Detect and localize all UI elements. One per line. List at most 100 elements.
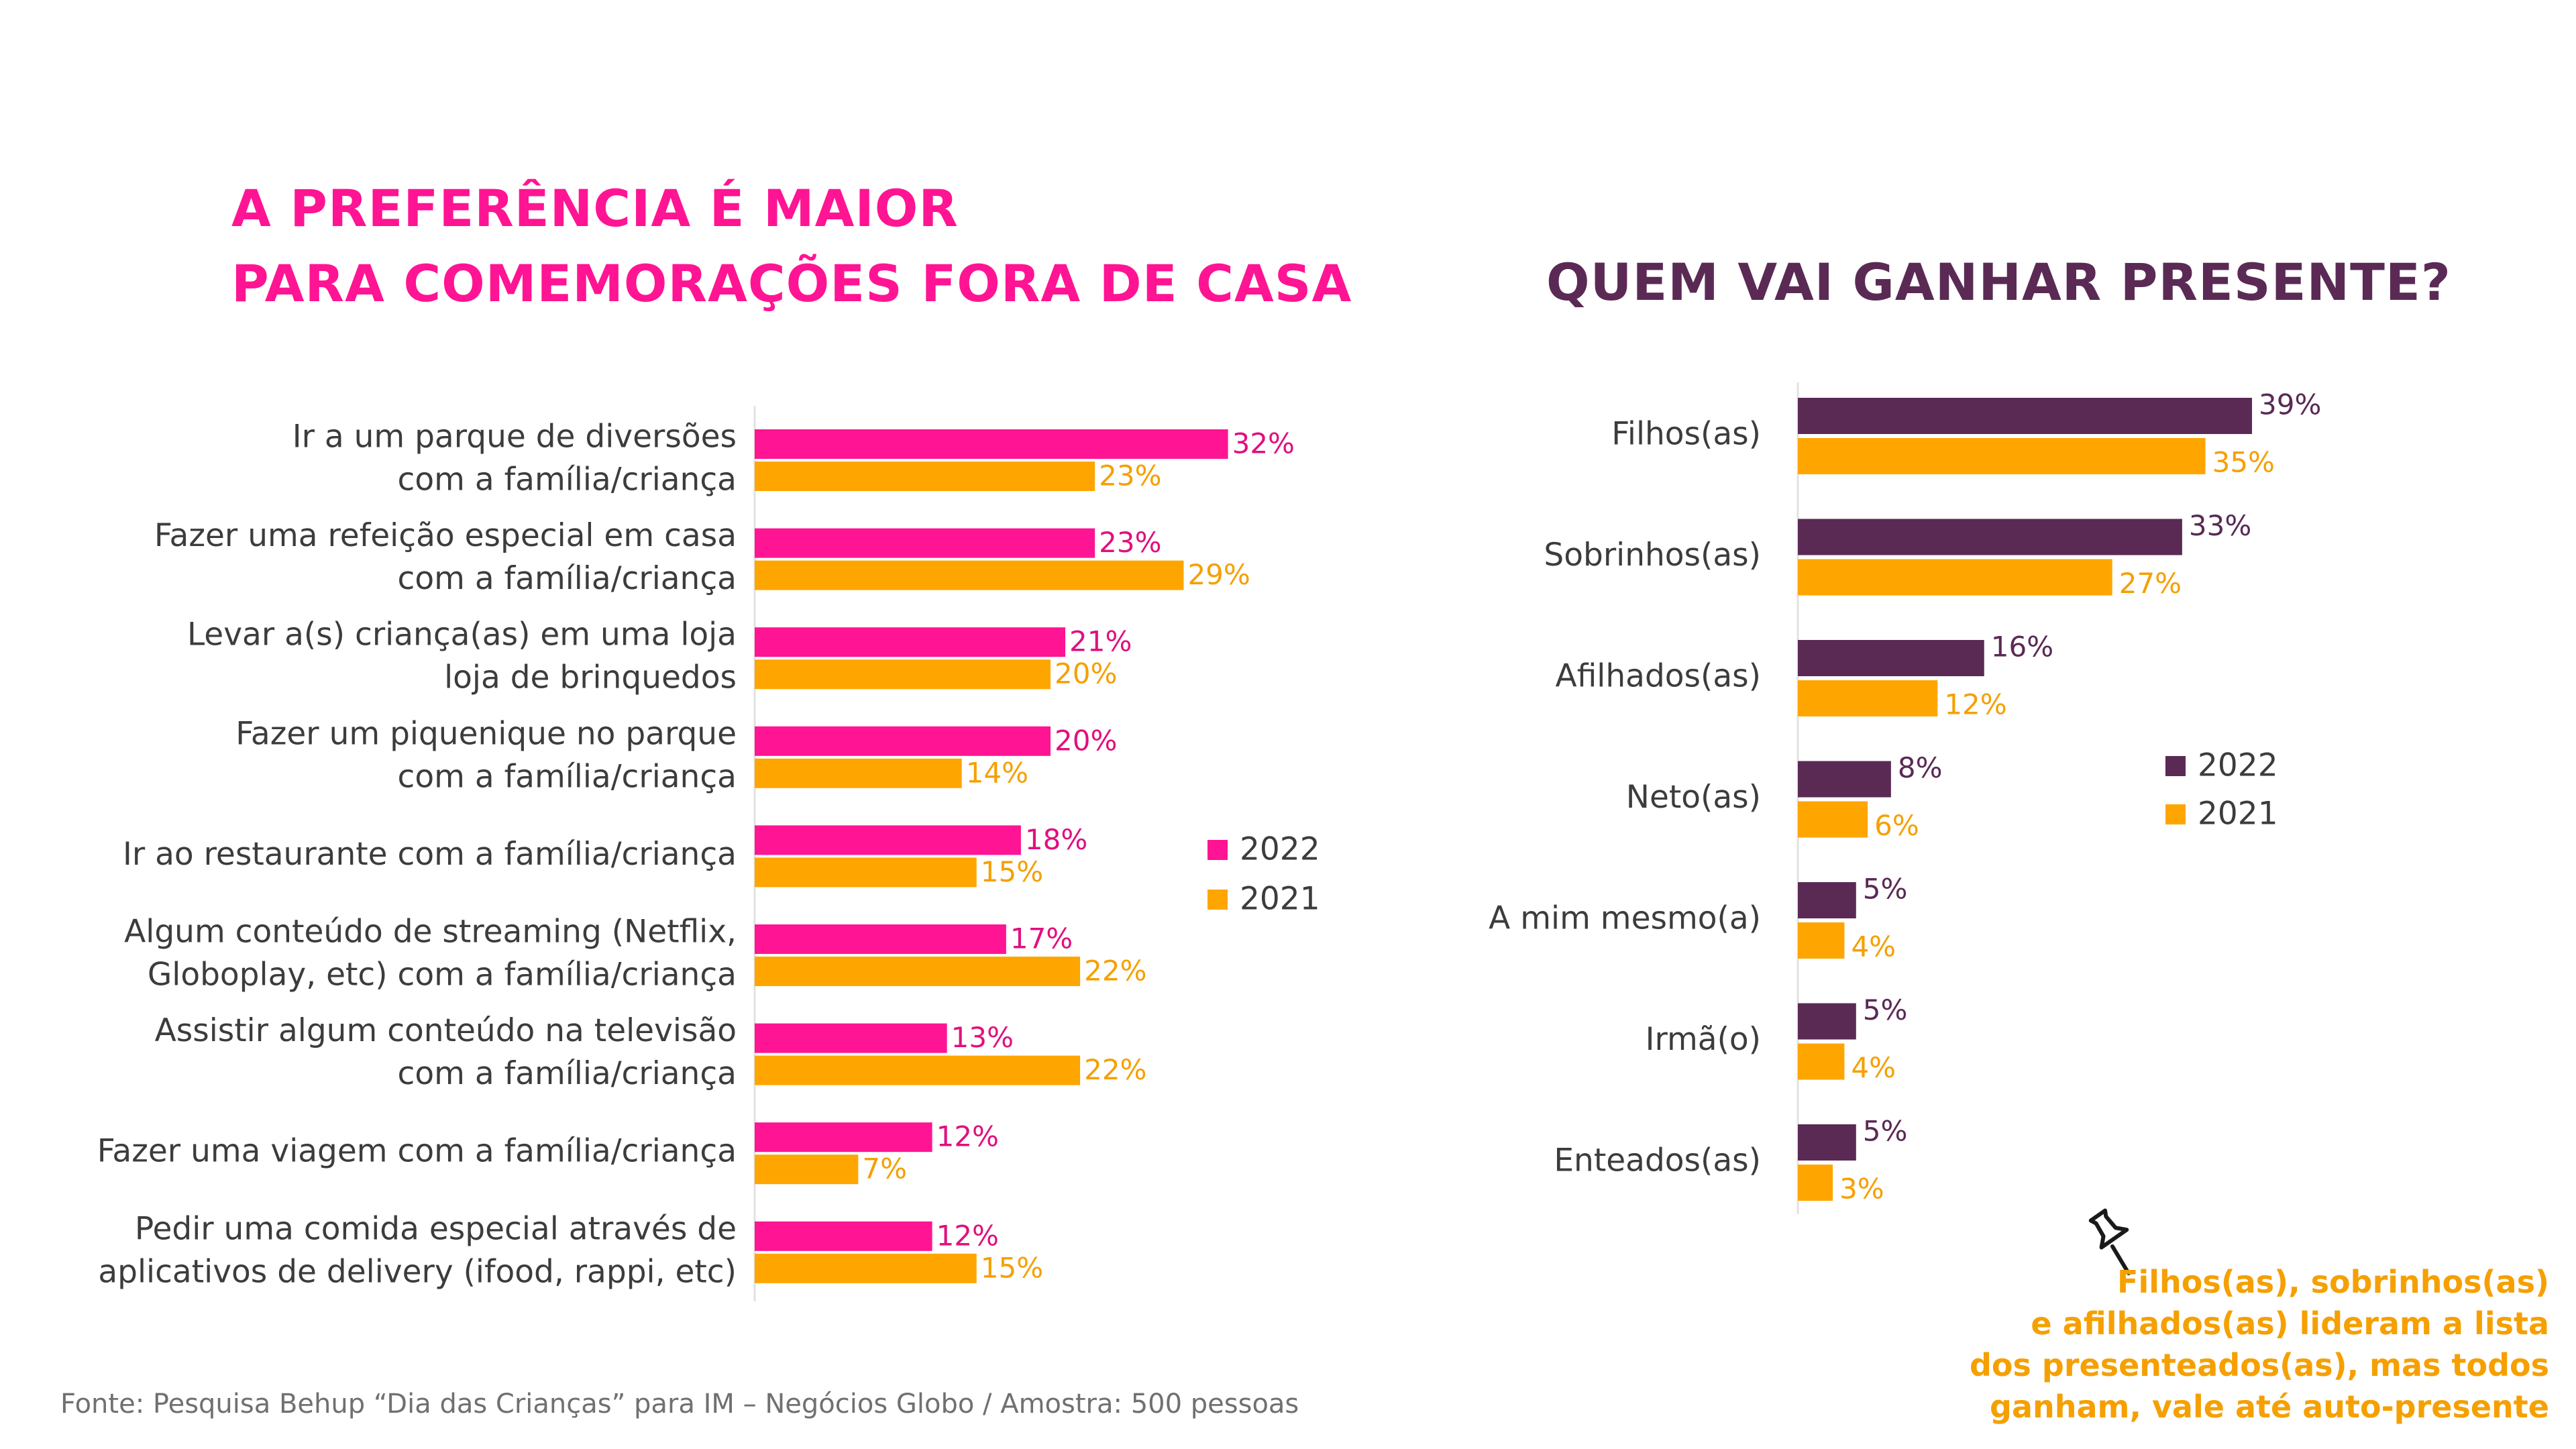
right-bar-2022 (1798, 1003, 1856, 1040)
right-category-label: A mim mesmo(a) (1489, 900, 1761, 937)
right-data-label-2021: 12% (1944, 688, 2006, 721)
left-category-label: Ir a um parque de diversões (292, 419, 737, 455)
left-data-label-2022: 23% (1099, 526, 1161, 559)
legend-swatch-2022-right (2165, 756, 2186, 776)
right-bar-2021 (1798, 438, 2206, 474)
right-data-label-2021: 4% (1851, 930, 1896, 963)
left-bar-2022 (755, 726, 1051, 756)
right-data-label-2022: 8% (1898, 751, 1943, 784)
left-bar-2021 (755, 758, 962, 788)
note-line-4: ganham, vale até auto-presente (1990, 1389, 2549, 1425)
legend-swatch-2021-right (2165, 804, 2186, 824)
legend-label-2022-right: 2022 (2198, 747, 2278, 784)
left-data-label-2022: 18% (1025, 823, 1087, 856)
left-category-label: com a família/criança (398, 462, 737, 498)
left-data-label-2021: 22% (1084, 955, 1146, 987)
note-line-2: e afilhados(as) lideram a lista (2031, 1305, 2549, 1342)
right-bar-2021 (1798, 559, 2112, 596)
left-data-label-2022: 20% (1055, 724, 1117, 757)
right-data-label-2021: 6% (1874, 809, 1919, 842)
pushpin-icon (2088, 1208, 2131, 1275)
right-category-label: Afilhados(as) (1556, 658, 1761, 695)
right-data-label-2021: 35% (2212, 446, 2275, 479)
left-bar-2021 (755, 1253, 977, 1283)
right-bar-2021 (1798, 801, 1868, 838)
right-data-label-2021: 27% (2119, 567, 2182, 600)
left-data-label-2021: 29% (1187, 558, 1250, 591)
left-data-label-2021: 23% (1099, 460, 1161, 492)
left-bar-2022 (755, 1023, 947, 1053)
right-bar-2021 (1798, 922, 1845, 959)
left-data-label-2022: 21% (1069, 625, 1132, 658)
left-bar-2021 (755, 1055, 1081, 1085)
right-data-label-2021: 4% (1851, 1051, 1896, 1084)
left-bar-2022 (755, 1221, 932, 1251)
left-bar-2021 (755, 462, 1095, 491)
left-bar-2021 (755, 1155, 859, 1185)
left-bar-2022 (755, 825, 1021, 855)
left-bar-2022 (755, 528, 1095, 558)
left-category-label: Pedir uma comida especial através de (135, 1210, 737, 1247)
right-data-label-2021: 3% (1839, 1173, 1884, 1205)
left-category-label: Globoplay, etc) com a família/criança (148, 957, 737, 994)
right-data-label-2022: 5% (1863, 994, 1908, 1026)
left-data-label-2022: 12% (936, 1219, 999, 1252)
left-bar-2022 (755, 429, 1228, 459)
left-category-label: com a família/criança (398, 560, 737, 597)
left-data-label-2021: 14% (966, 756, 1028, 789)
left-chart-title: A PREFERÊNCIA É MAIOR PARA COMEMORAÇÕES … (231, 171, 1352, 321)
left-data-label-2022: 32% (1232, 427, 1295, 460)
right-data-label-2022: 5% (1863, 1115, 1908, 1148)
right-category-label: Enteados(as) (1554, 1142, 1761, 1179)
left-category-label: Ir ao restaurante com a família/criança (123, 836, 737, 873)
source-note: Fonte: Pesquisa Behup “Dia das Crianças”… (60, 1389, 1299, 1419)
right-bar-2022 (1798, 640, 1984, 676)
legend-label-2021-right: 2021 (2198, 796, 2278, 833)
left-data-label-2022: 12% (936, 1120, 999, 1153)
right-category-label: Filhos(as) (1611, 416, 1761, 453)
right-bar-2021 (1798, 680, 1938, 716)
note-line-1: Filhos(as), sobrinhos(as) (2117, 1264, 2549, 1300)
left-bar-2021 (755, 659, 1051, 690)
left-bar-2021 (755, 857, 977, 888)
left-bar-2021 (755, 957, 1081, 986)
right-bar-2022 (1798, 519, 2182, 555)
right-bar-2022 (1798, 761, 1891, 798)
right-category-label: Sobrinhos(as) (1544, 537, 1761, 574)
left-data-label-2021: 20% (1055, 657, 1117, 690)
right-bar-2022 (1798, 398, 2253, 434)
right-data-label-2022: 39% (2259, 388, 2321, 421)
left-category-label: com a família/criança (398, 758, 737, 795)
right-bar-2022 (1798, 1124, 1856, 1161)
left-bar-2022 (755, 627, 1066, 657)
right-data-label-2022: 5% (1863, 873, 1908, 906)
left-bar-2021 (755, 560, 1184, 590)
right-category-label: Neto(as) (1626, 779, 1761, 816)
left-category-label: Algum conteúdo de streaming (Netflix, (124, 914, 737, 951)
note-line-3: dos presenteados(as), mas todos (1969, 1347, 2549, 1383)
left-category-label: Fazer uma viagem com a família/criança (97, 1133, 737, 1170)
left-data-label-2021: 7% (862, 1152, 907, 1185)
highlight-note: Filhos(as), sobrinhos(as) e afilhados(as… (1945, 1261, 2549, 1428)
left-data-label-2022: 17% (1010, 922, 1073, 955)
right-chart-title: QUEM VAI GANHAR PRESENTE? (1546, 252, 2451, 312)
left-category-label: loja de brinquedos (444, 659, 737, 696)
left-data-label-2021: 15% (981, 855, 1043, 888)
left-title-line-2: PARA COMEMORAÇÕES FORA DE CASA (231, 254, 1352, 313)
right-data-label-2022: 33% (2189, 509, 2251, 542)
left-category-label: Fazer um piquenique no parque (235, 715, 737, 752)
legend-label-2021-left: 2021 (1240, 881, 1320, 918)
right-bar-2022 (1798, 882, 1856, 918)
right-category-label: Irmã(o) (1646, 1021, 1761, 1058)
legend-swatch-2021-left (1208, 890, 1228, 910)
left-data-label-2022: 13% (951, 1021, 1014, 1054)
left-category-label: Fazer uma refeição especial em casa (154, 517, 737, 554)
left-category-label: Assistir algum conteúdo na televisão (155, 1012, 737, 1049)
legend-swatch-2022-left (1208, 840, 1228, 860)
left-category-label: aplicativos de delivery (ifood, rappi, e… (98, 1253, 737, 1290)
right-bar-2021 (1798, 1165, 1833, 1201)
left-category-label: com a família/criança (398, 1055, 737, 1092)
right-data-label-2022: 16% (1991, 631, 2053, 663)
left-bar-2022 (755, 1122, 932, 1152)
